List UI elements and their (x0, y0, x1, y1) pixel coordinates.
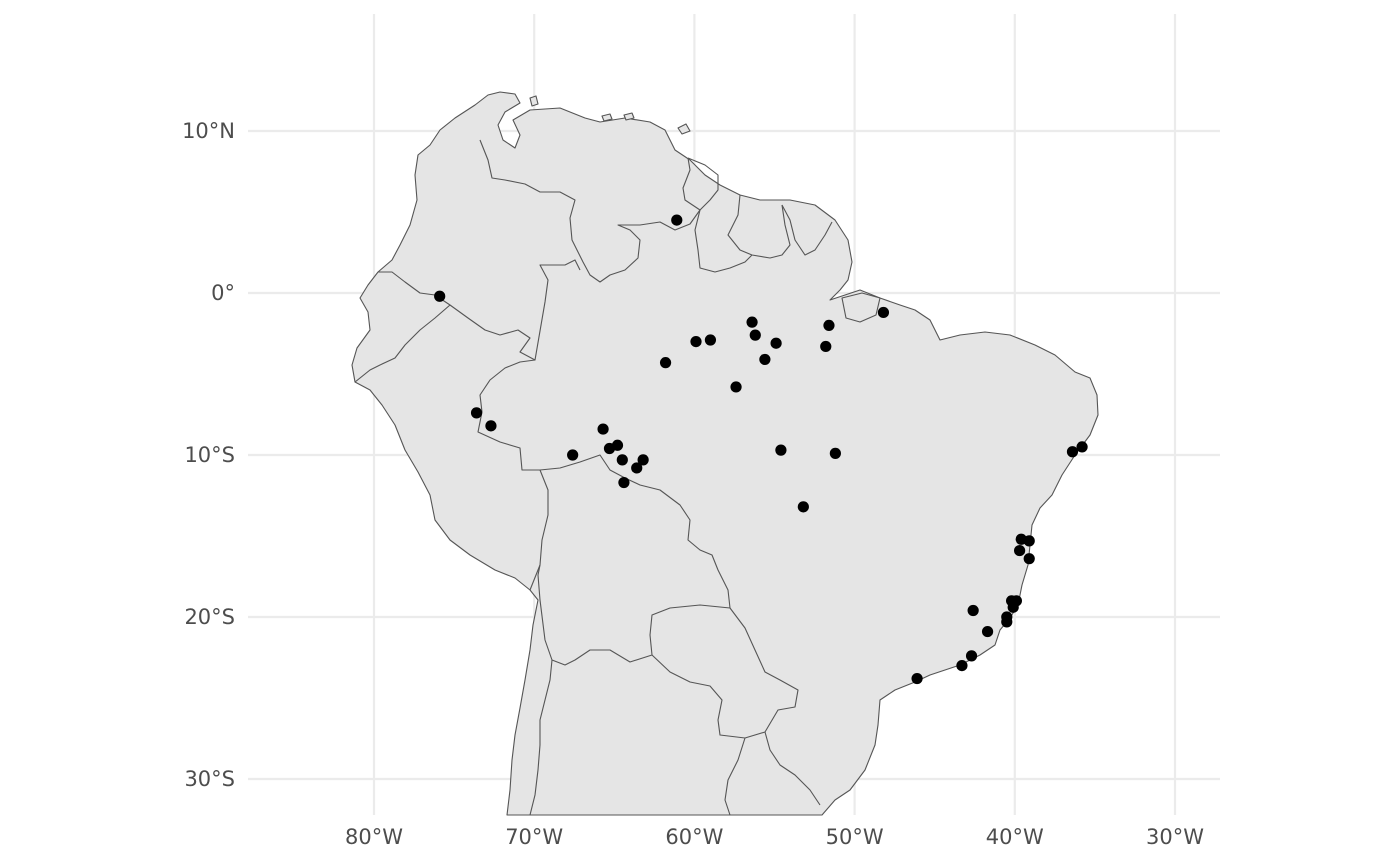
occurrence-point (671, 214, 683, 226)
occurrence-point (616, 454, 628, 466)
occurrence-point (965, 650, 978, 662)
occurrence-point (749, 329, 761, 341)
occurrence-point (981, 625, 994, 638)
occurrence-point (1023, 535, 1035, 547)
occurrence-points (434, 214, 1088, 685)
y-tick-label: 10°N (182, 119, 235, 143)
country-border (727, 194, 791, 259)
occurrence-point (823, 319, 835, 331)
island-outline (529, 95, 539, 107)
occurrence-point (1076, 441, 1088, 453)
y-tick-label: 0° (211, 281, 235, 305)
occurrence-point (1014, 544, 1026, 557)
y-tick-label: 20°S (184, 605, 235, 629)
occurrence-point (956, 660, 968, 672)
occurrence-point (567, 449, 579, 461)
occurrence-point (637, 454, 649, 466)
country-border (764, 731, 821, 806)
occurrence-point (434, 290, 446, 302)
country-border (694, 209, 753, 273)
occurrence-point (759, 353, 771, 366)
island-outline (677, 123, 691, 135)
x-tick-label: 70°W (505, 825, 563, 849)
occurrence-point (1007, 601, 1019, 613)
y-tick-label: 10°S (184, 443, 235, 467)
country-border (781, 204, 833, 256)
occurrence-point (704, 334, 717, 346)
occurrence-point (877, 306, 890, 319)
occurrence-point (829, 447, 841, 459)
y-tick-label: 30°S (184, 767, 235, 791)
occurrence-point (1001, 616, 1013, 628)
occurrence-point (770, 337, 782, 349)
occurrence-point (820, 340, 832, 353)
country-border (724, 737, 746, 816)
occurrence-point (690, 336, 702, 348)
occurrence-point (911, 672, 923, 685)
country-border (529, 659, 553, 816)
occurrence-point (746, 316, 758, 328)
occurrence-point (775, 444, 787, 456)
x-axis-tick-labels: 80°W 70°W 60°W 50°W 40°W 30°W (345, 825, 1204, 849)
occurrence-point (967, 604, 979, 617)
country-border (479, 139, 701, 283)
continent-outline (351, 91, 1099, 816)
x-tick-label: 40°W (986, 825, 1044, 849)
occurrence-point (730, 381, 742, 393)
occurrence-point (659, 357, 672, 369)
y-axis-tick-labels: 10°N 0° 10°S 20°S 30°S (182, 119, 235, 791)
occurrence-point (597, 423, 609, 435)
x-tick-label: 50°W (826, 825, 884, 849)
country-border (378, 259, 581, 361)
occurrence-point (618, 476, 630, 489)
x-tick-label: 60°W (665, 825, 723, 849)
x-tick-label: 80°W (345, 825, 403, 849)
occurrence-point (470, 407, 483, 419)
island-outline (601, 113, 613, 122)
island-outline (623, 112, 635, 121)
occurrence-point (797, 501, 809, 513)
occurrence-point (1066, 446, 1079, 458)
x-tick-label: 30°W (1146, 825, 1204, 849)
country-border (687, 157, 719, 211)
country-border (477, 359, 549, 591)
occurrence-point (485, 420, 497, 432)
south-america-landmass (351, 91, 1099, 816)
occurrence-point (1023, 553, 1035, 565)
occurrence-point (611, 439, 624, 451)
island-outline (841, 292, 881, 323)
occurrence-point (631, 462, 643, 474)
country-border (354, 304, 451, 383)
